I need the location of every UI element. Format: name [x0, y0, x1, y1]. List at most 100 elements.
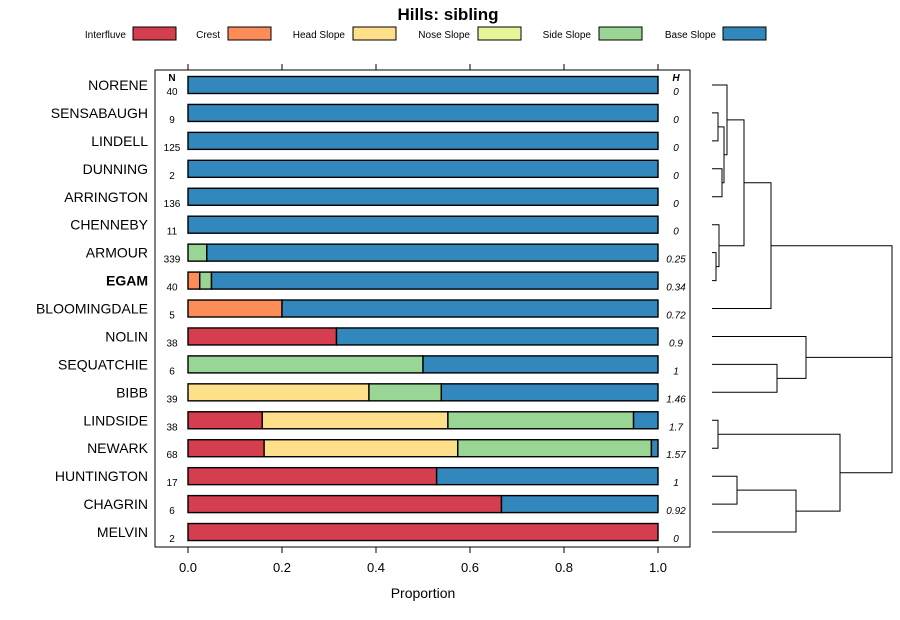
dendrogram-link-a: [712, 112, 719, 142]
bar-huntington-base-slope: [435, 466, 659, 486]
x-axis-title: Proportion: [391, 585, 456, 601]
n-label-lindell: 125: [164, 143, 181, 154]
dendrogram-link-o: [718, 433, 841, 512]
soil-label-melvin: MELVIN: [97, 524, 148, 540]
dendrogram-link-m: [712, 475, 738, 505]
soil-label-lindell: LINDELL: [91, 133, 148, 149]
h-label-sequatchie: 1: [673, 366, 679, 377]
bar-arrington-base-slope: [187, 187, 659, 206]
n-label-egam: 40: [166, 283, 178, 294]
soil-label-nolin: NOLIN: [105, 328, 148, 344]
h-label-arrington: 0: [673, 199, 679, 210]
soil-label-egam: EGAM: [106, 273, 148, 289]
dendrogram-link-i: [712, 363, 778, 393]
bar-bibb-side-slope: [368, 383, 443, 402]
soil-label-armour: ARMOUR: [86, 245, 148, 261]
h-label-huntington: 1: [673, 478, 679, 489]
legend-label-interfluve: Interfluve: [85, 30, 127, 41]
h-label-chenneby: 0: [673, 227, 679, 238]
n-label-armour: 339: [164, 255, 181, 266]
x-tick-label-1: 0.2: [273, 560, 291, 575]
bar-newark-head-slope: [263, 439, 459, 458]
soil-label-sequatchie: SEQUATCHIE: [58, 356, 148, 372]
h-label-norene: 0: [673, 87, 679, 98]
x-tick-label-0: 0.0: [179, 560, 197, 575]
h-label-bloomingdale: 0.72: [666, 311, 686, 322]
legend-swatch-crest: [227, 26, 272, 41]
dendrogram-link-k: [771, 245, 893, 358]
legend-label-head-slope: Head Slope: [293, 30, 346, 41]
bar-bloomingdale-crest: [187, 299, 283, 318]
bar-bibb-head-slope: [187, 383, 370, 402]
bar-lindell-base-slope: [187, 131, 659, 151]
bar-egam-crest: [187, 271, 201, 290]
x-tick-label-4: 0.8: [555, 560, 573, 575]
legend-label-nose-slope: Nose Slope: [418, 30, 470, 41]
h-label-chagrin: 0.92: [666, 506, 686, 517]
dendrogram: [712, 84, 893, 533]
bar-dunning-base-slope: [187, 159, 659, 179]
soil-label-chagrin: CHAGRIN: [83, 496, 148, 512]
legend-swatch-interfluve: [132, 26, 177, 41]
legend-swatch-nose-slope: [477, 26, 522, 41]
dendrogram-link-d: [712, 84, 728, 156]
plot-frame: [154, 69, 691, 548]
legend-label-base-slope: Base Slope: [665, 30, 717, 41]
dendrogram-link-n: [712, 489, 797, 533]
soil-label-lindside: LINDSIDE: [83, 412, 148, 428]
soil-label-chenneby: CHENNEBY: [70, 217, 148, 233]
n-label-bibb: 39: [166, 394, 178, 405]
bar-egam-base-slope: [210, 271, 659, 290]
soil-label-arrington: ARRINGTON: [64, 189, 148, 205]
x-tick-label-2: 0.4: [367, 560, 385, 575]
dendrogram-link-l: [712, 419, 719, 449]
dendrogram-link-j: [712, 336, 807, 379]
bar-sequatchie-base-slope: [422, 355, 659, 374]
bars-group: [187, 75, 659, 542]
h-label-nolin: 0.9: [669, 338, 683, 349]
legend-label-crest: Crest: [196, 30, 220, 41]
n-label-lindside: 38: [166, 422, 178, 433]
n-label-melvin: 2: [169, 534, 175, 545]
h-label-lindside: 1.7: [669, 422, 683, 433]
n-column-header: N: [168, 73, 175, 84]
n-label-norene: 40: [166, 87, 178, 98]
x-tick-label-3: 0.6: [461, 560, 479, 575]
n-label-newark: 68: [166, 450, 178, 461]
legend-swatch-side-slope: [598, 26, 643, 41]
h-label-armour: 0.25: [666, 255, 686, 266]
soil-label-newark: NEWARK: [87, 440, 149, 456]
n-label-huntington: 17: [166, 478, 178, 489]
bar-armour-side-slope: [187, 243, 208, 262]
legend-swatch-base-slope: [722, 26, 767, 41]
h-label-melvin: 0: [673, 534, 679, 545]
soil-label-norene: NORENE: [88, 77, 148, 93]
n-label-chagrin: 6: [169, 506, 175, 517]
bar-chenneby-base-slope: [187, 215, 659, 234]
dendrogram-link-c: [718, 126, 725, 184]
n-label-arrington: 136: [164, 199, 181, 210]
legend: Interfluve Crest Head Slope Nose Slope Side …: [85, 26, 767, 41]
legend-label-side-slope: Side Slope: [543, 30, 592, 41]
dendrogram-link-b: [712, 168, 723, 198]
soil-label-dunning: DUNNING: [83, 161, 148, 177]
n-label-dunning: 2: [169, 171, 175, 182]
chart-title: Hills: sibling: [397, 5, 498, 24]
h-label-dunning: 0: [673, 171, 679, 182]
n-label-nolin: 38: [166, 338, 178, 349]
n-label-sensabaugh: 9: [169, 115, 175, 126]
n-label-chenneby: 11: [167, 227, 178, 238]
bar-sensabaugh-base-slope: [187, 103, 659, 123]
bar-newark-base-slope: [650, 439, 659, 458]
h-label-bibb: 1.46: [666, 394, 686, 405]
bar-norene-base-slope: [187, 75, 659, 95]
bar-egam-side-slope: [199, 271, 213, 290]
dendrogram-link-p: [840, 301, 893, 474]
bar-melvin-interfluve: [187, 522, 659, 542]
bar-lindside-interfluve: [187, 411, 263, 430]
bar-nolin-base-slope: [335, 327, 659, 346]
n-label-sequatchie: 6: [169, 366, 175, 377]
h-label-lindell: 0: [673, 143, 679, 154]
